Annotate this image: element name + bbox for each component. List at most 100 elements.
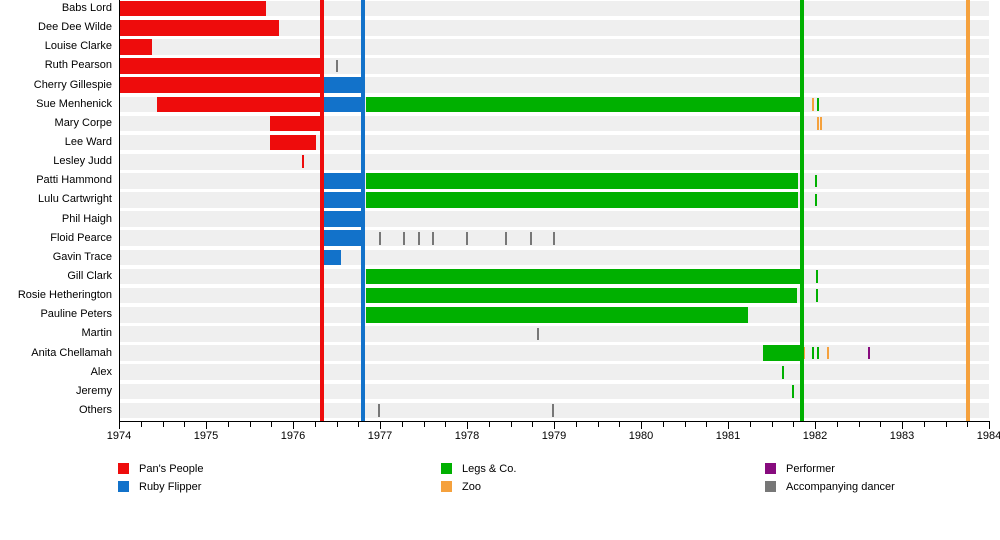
row-label: Jeremy — [75, 384, 112, 397]
event-tick — [505, 231, 508, 245]
axis-minor-tick — [271, 421, 273, 427]
row-band — [120, 249, 989, 266]
axis-minor-tick — [619, 421, 621, 427]
event-tick — [815, 289, 818, 302]
event-tick — [418, 231, 421, 245]
bar-segment — [324, 211, 363, 227]
axis-major-tick — [641, 421, 642, 429]
legend-label: Legs & Co. — [462, 462, 517, 475]
year-label: 1983 — [889, 429, 915, 442]
row-label: Gavin Trace — [52, 250, 112, 263]
bar-segment — [324, 230, 363, 247]
dissolution-line — [319, 0, 324, 421]
axis-minor-tick — [445, 421, 447, 427]
legend-swatch — [765, 480, 776, 492]
event-tick — [378, 404, 381, 417]
axis-minor-tick — [662, 421, 664, 427]
year-label: 1981 — [715, 429, 741, 442]
legend-label: Pan's People — [139, 462, 204, 475]
event-tick — [379, 231, 381, 245]
dissolution-line — [799, 0, 804, 421]
axis-major-tick — [728, 421, 729, 429]
event-tick — [812, 98, 815, 111]
bar-segment — [324, 192, 363, 208]
bar-segment — [366, 173, 799, 189]
row-band — [120, 39, 989, 55]
year-label: 1982 — [802, 429, 828, 442]
row-label: Phil Haigh — [61, 212, 112, 225]
row-label: Patti Hammond — [36, 174, 112, 187]
row-band — [120, 345, 989, 361]
axis-minor-tick — [923, 421, 925, 427]
legend-label: Ruby Flipper — [139, 480, 202, 493]
row-band — [120, 326, 989, 342]
event-tick — [552, 404, 555, 417]
event-tick — [815, 270, 818, 283]
legend-label: Accompanying dancer — [786, 480, 895, 493]
axis-minor-tick — [945, 421, 947, 427]
bar-segment — [119, 0, 267, 17]
row-label: Gill Clark — [67, 269, 112, 282]
event-tick — [530, 231, 533, 245]
axis-minor-tick — [423, 421, 425, 427]
row-label: Lee Ward — [64, 135, 112, 148]
year-label: 1978 — [454, 429, 480, 442]
event-tick — [816, 117, 819, 130]
axis-minor-tick — [880, 421, 882, 427]
event-tick — [867, 346, 870, 360]
event-tick — [466, 231, 468, 245]
event-tick — [816, 346, 819, 360]
axis-minor-tick — [510, 421, 512, 427]
axis-minor-tick — [793, 421, 795, 427]
row-label: Cherry Gillespie — [33, 78, 112, 91]
row-label: Ruth Pearson — [44, 59, 112, 72]
row-band — [120, 364, 989, 381]
row-band — [120, 211, 989, 227]
row-label: Lulu Cartwright — [38, 193, 112, 206]
event-tick — [553, 231, 555, 245]
bar-segment — [366, 268, 801, 285]
event-tick — [781, 365, 784, 379]
bar-segment — [270, 115, 325, 132]
bar-segment — [366, 287, 797, 304]
year-label: 1976 — [280, 429, 306, 442]
axis-major-tick — [206, 421, 207, 429]
axis-minor-tick — [401, 421, 403, 427]
axis-minor-tick — [749, 421, 751, 427]
event-tick — [812, 346, 815, 360]
axis-major-tick — [989, 421, 990, 429]
row-label: Anita Chellamah — [31, 346, 112, 359]
event-tick — [814, 174, 817, 188]
row-band — [120, 0, 989, 17]
row-band — [120, 134, 989, 151]
dissolution-line — [360, 0, 365, 421]
bar-segment — [119, 77, 322, 93]
legend-swatch — [118, 480, 129, 492]
axis-minor-tick — [575, 421, 577, 427]
y-axis — [119, 0, 120, 421]
row-label: Dee Dee Wilde — [38, 21, 112, 34]
axis-minor-tick — [249, 421, 251, 427]
legend-swatch — [765, 462, 776, 474]
row-band — [120, 153, 989, 170]
axis-minor-tick — [684, 421, 686, 427]
axis-major-tick — [380, 421, 381, 429]
bar-segment — [762, 345, 802, 361]
dissolution-line — [966, 0, 971, 421]
x-axis — [119, 420, 990, 422]
row-band — [120, 115, 989, 132]
row-label: Babs Lord — [61, 2, 112, 14]
axis-major-tick — [467, 421, 468, 429]
event-tick — [820, 117, 823, 130]
row-label: Mary Corpe — [54, 116, 112, 129]
event-tick — [335, 59, 338, 73]
row-label: Alex — [90, 365, 112, 378]
year-label: 1979 — [541, 429, 567, 442]
axis-minor-tick — [771, 421, 773, 427]
axis-minor-tick — [488, 421, 490, 427]
event-tick — [537, 327, 540, 341]
row-band — [120, 402, 989, 419]
year-label: 1974 — [106, 429, 132, 442]
bar-segment — [321, 96, 363, 113]
axis-minor-tick — [184, 421, 186, 427]
